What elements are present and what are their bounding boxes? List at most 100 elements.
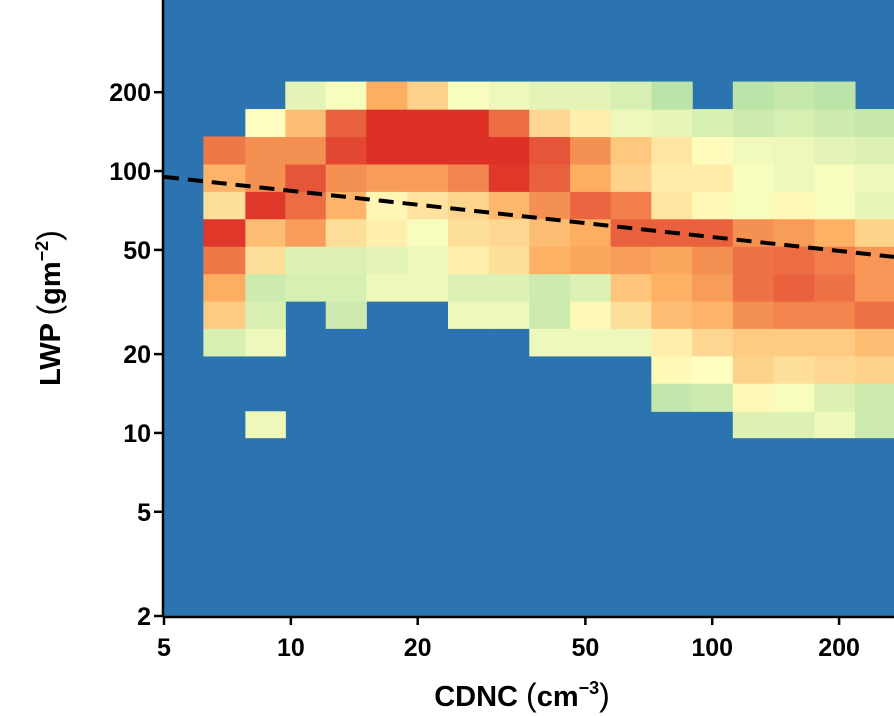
y-tick-label: 5 [137,499,151,527]
heatmap-cell [203,191,246,220]
x-axis-title-open: ( [526,677,537,713]
heatmap-cell [570,191,612,220]
heatmap-cell [610,191,652,220]
heatmap-cell [814,355,856,384]
heatmap-cell [732,81,775,110]
heatmap-cell [366,163,408,192]
heatmap-cell [447,218,490,247]
heatmap-cell [203,136,246,165]
heatmap-cell [488,246,530,275]
heatmap-cell [245,328,286,357]
heatmap-cell [570,81,612,110]
heatmap-cell [245,218,286,247]
heatmap-cell [325,81,367,110]
heatmap-cell [245,273,286,302]
x-axis-title: CDNC (cm−3) [434,677,610,713]
heatmap-cell [407,273,449,302]
heatmap-cell [529,218,571,247]
heatmap-cell [203,273,246,302]
y-axis-title-base: LWP [35,315,67,385]
heatmap-cell [245,109,286,138]
heatmap-cell [285,163,327,192]
y-axis-title: LWP (gm−2) [31,230,67,386]
heatmap-cell [285,136,327,165]
heatmap-cell [651,191,693,220]
heatmap-cells [203,81,894,439]
heatmap-cell [407,136,449,165]
heatmap-cell [407,81,449,110]
heatmap-cell [529,246,571,275]
heatmap-cell [773,383,815,412]
heatmap-cell [692,163,734,192]
heatmap-cell [488,273,530,302]
heatmap-cell [692,136,734,165]
heatmap-cell [447,136,490,165]
heatmap-cell [610,163,652,192]
heatmap-cell [366,109,408,138]
heatmap-cell [773,191,815,220]
heatmap-cell [366,246,408,275]
heatmap-cell [732,355,775,384]
heatmap-cell [854,191,894,220]
heatmap-cell [732,109,775,138]
heatmap-cell [366,136,408,165]
heatmap-cell [570,136,612,165]
heatmap-cell [447,273,490,302]
heatmap-cell [285,218,327,247]
heatmap-cell [203,301,246,329]
heatmap-cell [407,109,449,138]
heatmap-cell [814,191,856,220]
x-tick-label: 100 [691,634,733,662]
heatmap-cell [814,218,856,247]
heatmap-cell [773,163,815,192]
heatmap-cell [245,411,286,439]
y-tick-label: 10 [123,420,151,448]
heatmap-cell [285,246,327,275]
heatmap-cell [692,273,734,302]
heatmap-cell [529,191,571,220]
heatmap-cell [203,218,246,247]
heatmap-cell [407,163,449,192]
heatmap-cell [366,273,408,302]
heatmap-cell [529,163,571,192]
heatmap-cell [692,246,734,275]
heatmap-cell [773,81,815,110]
heatmap-cell [854,218,894,247]
heatmap-cell [245,191,286,220]
heatmap-cell [325,246,367,275]
heatmap-cell [447,301,490,329]
heatmap-cell [285,273,327,302]
heatmap-cell [447,246,490,275]
heatmap-cell [529,136,571,165]
heatmap-cell [692,328,734,357]
heatmap-cell [692,301,734,329]
y-axis-title-open: ( [31,304,67,315]
y-tick-label: 100 [109,158,151,186]
heatmap-cell [488,136,530,165]
heatmap-cell [488,301,530,329]
heatmap-cell [488,109,530,138]
heatmap-cell [814,109,856,138]
heatmap-cell [570,301,612,329]
heatmap-cell [488,218,530,247]
heatmap-cell [651,163,693,192]
x-tick-label: 5 [157,634,171,662]
heatmap-cell [651,81,693,110]
heatmap-cell [773,301,815,329]
heatmap-cell [854,246,894,275]
heatmap-cell [854,109,894,138]
heatmap-cell [814,273,856,302]
heatmap-cell [814,81,856,110]
y-axis-ticks: 2 5 10 20 50 100 200 [109,79,164,631]
heatmap-cell [773,273,815,302]
heatmap-cell [610,301,652,329]
heatmap-cell [773,109,815,138]
heatmap-cell [325,301,367,329]
heatmap-cell [814,411,856,439]
heatmap-cell [732,163,775,192]
heatmap-cell [651,136,693,165]
heatmap-cell [732,411,775,439]
fit-line [163,174,894,259]
heatmap-cell [203,163,246,192]
